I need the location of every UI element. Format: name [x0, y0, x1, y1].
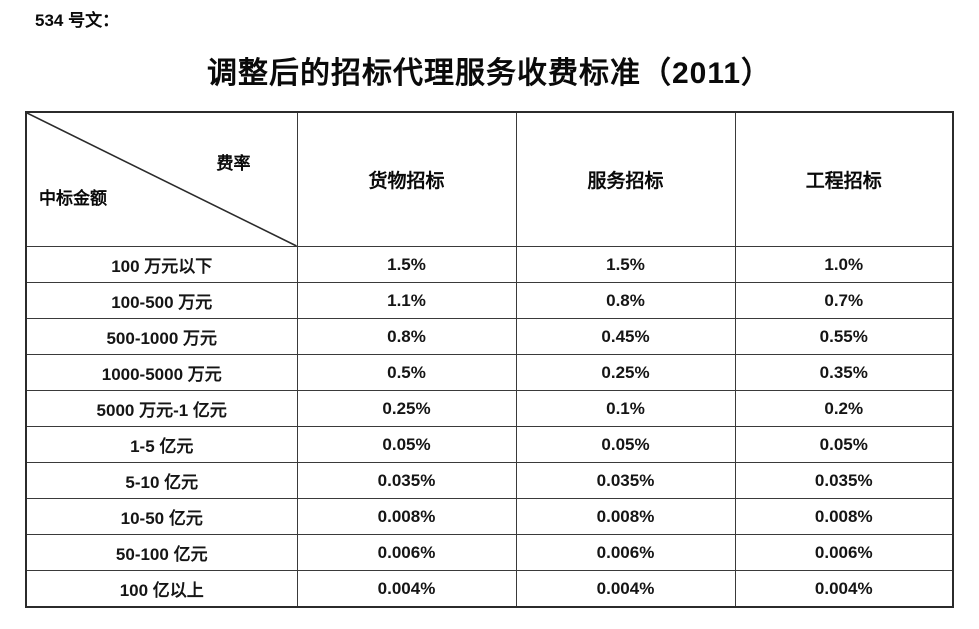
- fee-rate-cell: 0.1%: [515, 390, 736, 427]
- column-header-goods: 货物招标: [296, 111, 517, 247]
- fee-rate-cell: 0.5%: [296, 354, 517, 391]
- fee-rate-cell: 0.035%: [515, 462, 736, 499]
- page-title: 调整后的招标代理服务收费标准（2011）: [206, 57, 773, 90]
- table-row: 100-500 万元 1.1% 0.8% 0.7%: [25, 282, 954, 319]
- fee-rate-cell: 1.5%: [296, 246, 517, 283]
- fee-rate-cell: 0.7%: [734, 282, 954, 319]
- corner-header-cell: 费率 中标金额: [25, 111, 298, 247]
- row-label-amount-tier: 50-100 亿元: [25, 534, 298, 571]
- fee-rate-cell: 1.5%: [515, 246, 736, 283]
- fee-rate-cell: 0.004%: [515, 570, 736, 608]
- fee-rate-cell: 0.8%: [296, 318, 517, 355]
- row-label-amount-tier: 100 亿以上: [25, 570, 298, 608]
- table-row: 100 万元以下 1.5% 1.5% 1.0%: [25, 246, 954, 283]
- row-label-amount-tier: 100 万元以下: [25, 246, 298, 283]
- fee-rate-cell: 0.006%: [734, 534, 954, 571]
- fee-rate-cell: 0.05%: [515, 426, 736, 463]
- fee-rate-cell: 0.035%: [296, 462, 517, 499]
- fee-table-header: 费率 中标金额 货物招标 服务招标 工程招标: [25, 111, 954, 247]
- corner-label-rate: 费率: [216, 154, 251, 173]
- fee-rate-cell: 0.004%: [296, 570, 517, 608]
- row-label-amount-tier: 5-10 亿元: [25, 462, 298, 499]
- fee-rate-cell: 0.006%: [296, 534, 517, 571]
- table-row: 5-10 亿元 0.035% 0.035% 0.035%: [25, 462, 954, 499]
- table-row: 500-1000 万元 0.8% 0.45% 0.55%: [25, 318, 954, 355]
- fee-rate-cell: 0.35%: [734, 354, 954, 391]
- fee-rate-cell: 0.008%: [515, 498, 736, 535]
- row-label-amount-tier: 100-500 万元: [25, 282, 298, 319]
- fee-table-body: 100 万元以下 1.5% 1.5% 1.0% 100-500 万元 1.1% 0.8% 0.…: [25, 246, 954, 608]
- fee-rate-cell: 0.035%: [734, 462, 954, 499]
- fee-rate-cell: 0.05%: [296, 426, 517, 463]
- fee-rate-cell: 0.05%: [734, 426, 954, 463]
- fee-rate-cell: 0.45%: [515, 318, 736, 355]
- fee-rate-cell: 0.2%: [734, 390, 954, 427]
- fee-rate-cell: 0.004%: [734, 570, 954, 608]
- row-label-amount-tier: 10-50 亿元: [25, 498, 298, 535]
- fee-rate-cell: 0.25%: [515, 354, 736, 391]
- fee-rate-cell: 0.8%: [515, 282, 736, 319]
- table-row: 1-5 亿元 0.05% 0.05% 0.05%: [25, 426, 954, 463]
- doc-number: 534 号文：: [35, 11, 120, 30]
- fee-table: 费率 中标金额 货物招标 服务招标 工程招标 100 万元以下 1.5% 1.5% 1…: [25, 111, 954, 608]
- table-row: 10-50 亿元 0.008% 0.008% 0.008%: [25, 498, 954, 535]
- fee-rate-cell: 1.0%: [734, 246, 954, 283]
- fee-rate-cell: 0.55%: [734, 318, 954, 355]
- row-label-amount-tier: 1-5 亿元: [25, 426, 298, 463]
- table-row: 100 亿以上 0.004% 0.004% 0.004%: [25, 570, 954, 608]
- fee-rate-cell: 0.008%: [296, 498, 517, 535]
- diagonal-divider-line: [27, 113, 296, 246]
- column-header-engineering: 工程招标: [734, 111, 954, 247]
- corner-label-amount: 中标金额: [39, 189, 107, 208]
- fee-rate-cell: 1.1%: [296, 282, 517, 319]
- table-row: 5000 万元-1 亿元 0.25% 0.1% 0.2%: [25, 390, 954, 427]
- fee-rate-cell: 0.006%: [515, 534, 736, 571]
- row-label-amount-tier: 1000-5000 万元: [25, 354, 298, 391]
- row-label-amount-tier: 500-1000 万元: [25, 318, 298, 355]
- header-row: 费率 中标金额 货物招标 服务招标 工程招标: [25, 111, 954, 247]
- column-header-service: 服务招标: [515, 111, 736, 247]
- fee-rate-cell: 0.25%: [296, 390, 517, 427]
- fee-rate-cell: 0.008%: [734, 498, 954, 535]
- row-label-amount-tier: 5000 万元-1 亿元: [25, 390, 298, 427]
- table-row: 1000-5000 万元 0.5% 0.25% 0.35%: [25, 354, 954, 391]
- table-row: 50-100 亿元 0.006% 0.006% 0.006%: [25, 534, 954, 571]
